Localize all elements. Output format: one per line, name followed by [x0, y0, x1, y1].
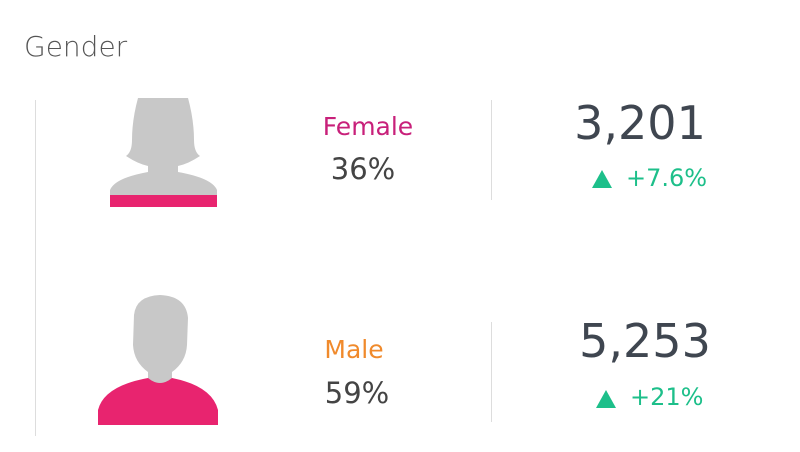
count: 3,201 — [574, 96, 706, 150]
up-arrow — [596, 390, 616, 408]
female-icon — [110, 98, 217, 207]
widget-title: Gender — [24, 30, 128, 63]
gender-label: Male — [324, 335, 384, 364]
divider — [491, 322, 492, 422]
count: 5,253 — [579, 314, 711, 368]
change: +7.6% — [626, 164, 708, 192]
divider — [491, 100, 492, 200]
up-arrow — [592, 170, 612, 188]
left-border — [35, 100, 36, 436]
gender-label: Female — [322, 112, 414, 141]
change: +21% — [630, 383, 704, 411]
male-icon — [98, 295, 218, 425]
gender-percent: 59% — [324, 376, 390, 410]
gender-percent: 36% — [330, 152, 396, 186]
